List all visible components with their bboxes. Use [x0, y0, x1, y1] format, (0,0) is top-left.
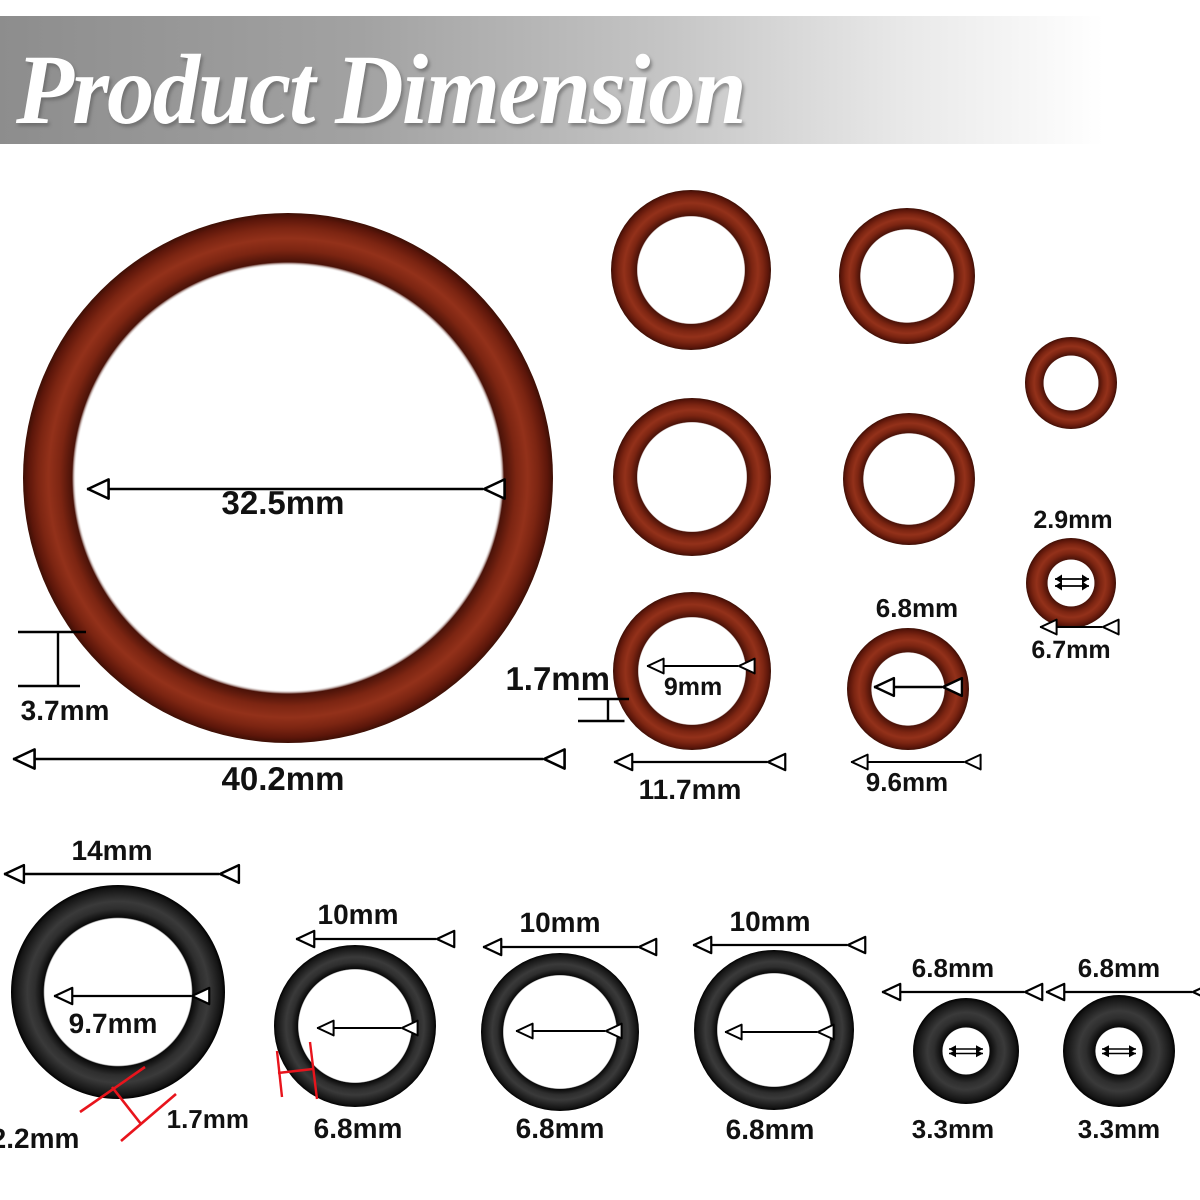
svg-text:6.8mm: 6.8mm: [912, 953, 994, 983]
svg-text:10mm: 10mm: [520, 907, 601, 938]
svg-text:14mm: 14mm: [72, 835, 153, 866]
svg-text:6.8mm: 6.8mm: [726, 1114, 815, 1145]
svg-text:6.8mm: 6.8mm: [516, 1113, 605, 1144]
svg-text:40.2mm: 40.2mm: [222, 760, 345, 797]
svg-text:3.7mm: 3.7mm: [21, 695, 110, 726]
svg-text:1.7mm: 1.7mm: [167, 1104, 249, 1134]
svg-text:9.7mm: 9.7mm: [69, 1008, 158, 1039]
svg-text:3.3mm: 3.3mm: [1078, 1114, 1160, 1144]
svg-text:32.5mm: 32.5mm: [222, 484, 345, 521]
svg-text:2.9mm: 2.9mm: [1033, 506, 1112, 534]
svg-text:9.6mm: 9.6mm: [866, 767, 948, 797]
svg-text:6.8mm: 6.8mm: [314, 1113, 403, 1144]
svg-text:10mm: 10mm: [318, 899, 399, 930]
svg-text:11.7mm: 11.7mm: [639, 774, 742, 805]
svg-text:2.2mm: 2.2mm: [0, 1123, 79, 1154]
svg-text:6.7mm: 6.7mm: [1031, 636, 1110, 664]
svg-text:10mm: 10mm: [730, 906, 811, 937]
svg-text:1.7mm: 1.7mm: [505, 660, 610, 697]
svg-text:6.8mm: 6.8mm: [1078, 953, 1160, 983]
svg-text:9mm: 9mm: [664, 673, 722, 701]
svg-text:6.8mm: 6.8mm: [876, 593, 958, 623]
svg-text:3.3mm: 3.3mm: [912, 1114, 994, 1144]
